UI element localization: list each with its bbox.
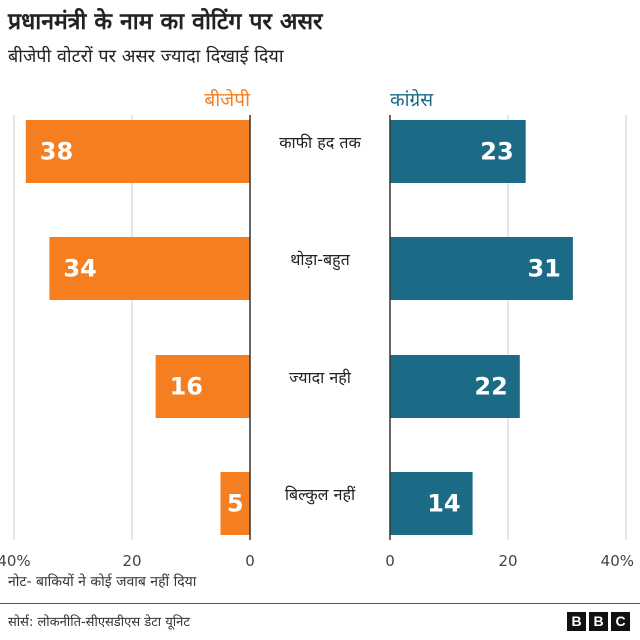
chart-subtitle: बीजेपी वोटरों पर असर ज्यादा दिखाई दिया	[8, 46, 284, 67]
category-label: थोड़ा-बहुत	[290, 250, 350, 271]
chart-title: प्रधानमंत्री के नाम का वोटिंग पर असर	[8, 9, 323, 35]
data-label-congress: 14	[427, 490, 460, 518]
data-label-bjp: 5	[227, 490, 244, 518]
legend-label-bjp: बीजेपी	[204, 88, 251, 111]
tick-label: 0	[385, 552, 395, 570]
tick-label: 40%	[601, 552, 634, 570]
data-label-bjp: 34	[63, 255, 96, 283]
data-label-congress: 22	[474, 373, 507, 401]
bbc-logo: B B C	[567, 612, 630, 631]
data-label-bjp: 38	[40, 138, 73, 166]
tick-label: 40%	[0, 552, 31, 570]
tick-label: 20	[498, 552, 517, 570]
data-label-congress: 23	[480, 138, 513, 166]
bar-bjp	[25, 120, 250, 183]
footnote: नोट- बाकियों ने कोई जवाब नहीं दिया	[8, 574, 197, 590]
bar-congress	[390, 120, 526, 183]
footer-divider	[0, 603, 640, 604]
bar-congress	[390, 355, 520, 418]
bar-congress	[390, 472, 473, 535]
bar-bjp	[155, 355, 250, 418]
source-text: सोर्स: लोकनीति-सीएसडीएस डेटा यूनिट	[8, 615, 190, 630]
bar-bjp	[220, 472, 250, 535]
bbc-logo-letter: B	[589, 612, 608, 631]
category-label: काफी हद तक	[279, 133, 361, 152]
tick-label: 20	[122, 552, 141, 570]
bbc-logo-letter: B	[567, 612, 586, 631]
bbc-logo-letter: C	[611, 612, 630, 631]
tick-label: 0	[245, 552, 255, 570]
category-label: ज्यादा नही	[289, 368, 352, 387]
legend-label-congress: कांग्रेस	[390, 88, 434, 111]
bar-bjp	[49, 237, 251, 300]
bar-congress	[390, 237, 573, 300]
data-label-congress: 31	[527, 255, 560, 283]
data-label-bjp: 16	[170, 373, 203, 401]
category-label: बिल्कुल नहीं	[285, 485, 356, 505]
